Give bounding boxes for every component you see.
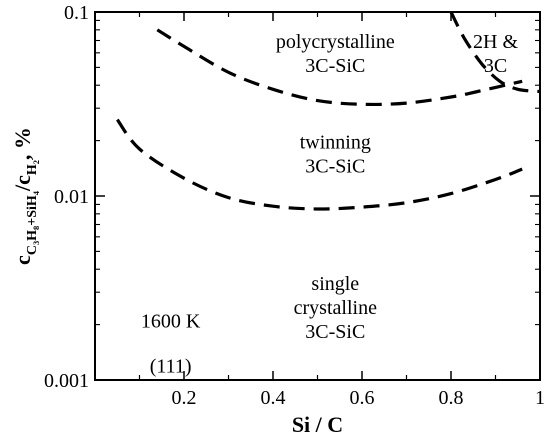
region-label-line: 2H & <box>473 31 518 53</box>
x-tick-label: 0.6 <box>350 387 375 409</box>
region-label-line: twinning <box>300 132 371 154</box>
boundary-curve-3 <box>449 11 541 94</box>
y-axis-title-sub: C₃H₈+SiH₄ <box>25 190 40 255</box>
region-label-line: single <box>311 273 359 295</box>
x-tick-label: 1 <box>535 387 545 409</box>
x-tick-label: 0.4 <box>261 387 286 409</box>
boundary-curve-1 <box>156 28 523 107</box>
x-axis-title: Si / C <box>292 412 343 437</box>
axis-ticks: 0.2 0.4 0.6 0.8 1 0.1 0.01 0.001 <box>44 2 545 409</box>
region-label-line: 3C <box>484 55 507 77</box>
y-tick-label: 0.001 <box>44 370 89 392</box>
region-label-line: 3C-SiC <box>305 156 365 178</box>
x-tick-label: 0.2 <box>172 387 197 409</box>
region-label-line: 3C-SiC <box>305 55 365 77</box>
y-axis-title-mid: /c <box>10 175 35 192</box>
boundary-curve-2 <box>115 118 523 211</box>
x-tick-label: 0.8 <box>439 387 464 409</box>
series-curves <box>115 11 541 211</box>
y-axis-title: cC₃H₈+SiH₄/cH₂, % <box>10 127 40 265</box>
region-label-line: (111) <box>150 355 192 377</box>
y-axis-title-sub2: H₂ <box>25 160 40 175</box>
y-axis-title-suffix: , % <box>10 127 35 160</box>
region-label-line: crystalline <box>294 297 377 319</box>
y-tick-label: 0.1 <box>64 2 89 24</box>
region-label-line: 1600 K <box>141 311 201 333</box>
region-label-line: 3C-SiC <box>305 321 365 343</box>
y-tick-label: 0.01 <box>54 186 89 208</box>
y-axis-title-prefix: c <box>10 255 35 265</box>
region-label-line: polycrystalline <box>276 31 395 53</box>
